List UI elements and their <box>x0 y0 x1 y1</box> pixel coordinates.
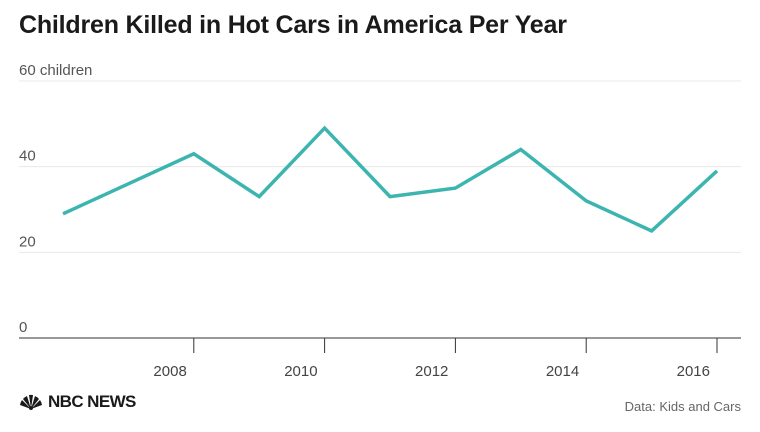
x-tick-label-2014: 2014 <box>546 363 579 380</box>
nbc-news-logo: NBC NEWS <box>18 391 136 413</box>
y-tick-label-0: 0 <box>19 319 27 336</box>
data-point-2006 <box>61 212 64 215</box>
y-axis-ticks: 0 20 40 60 children <box>19 62 92 336</box>
data-point-2011 <box>388 195 391 198</box>
data-point-2016 <box>715 169 718 172</box>
peacock-icon <box>20 394 42 410</box>
y-tick-label-40: 40 <box>19 148 36 165</box>
x-tick-label-2010: 2010 <box>284 363 317 380</box>
data-point-2009 <box>258 195 261 198</box>
x-tick-label-2008: 2008 <box>153 363 186 380</box>
chart-title: Children Killed in Hot Cars in America P… <box>19 11 567 39</box>
logo-text: NBC NEWS <box>48 392 136 411</box>
data-point-2010 <box>323 127 326 130</box>
data-point-2013 <box>519 148 522 151</box>
x-tick-label-2016: 2016 <box>677 363 710 380</box>
x-tick-label-2012: 2012 <box>415 363 448 380</box>
data-point-2012 <box>454 186 457 189</box>
data-point-2008 <box>192 152 195 155</box>
gridlines <box>19 80 741 253</box>
y-tick-label-60: 60 children <box>19 62 92 79</box>
data-point-2007 <box>127 182 130 185</box>
series-line-0 <box>62 125 719 233</box>
data-point-2015 <box>650 229 653 232</box>
series-layer <box>61 125 719 233</box>
source-note: Data: Kids and Cars <box>624 399 741 414</box>
x-axis: 2008 2010 2012 2014 2016 <box>19 337 741 380</box>
data-point-2014 <box>585 199 588 202</box>
y-tick-label-20: 20 <box>19 233 36 250</box>
